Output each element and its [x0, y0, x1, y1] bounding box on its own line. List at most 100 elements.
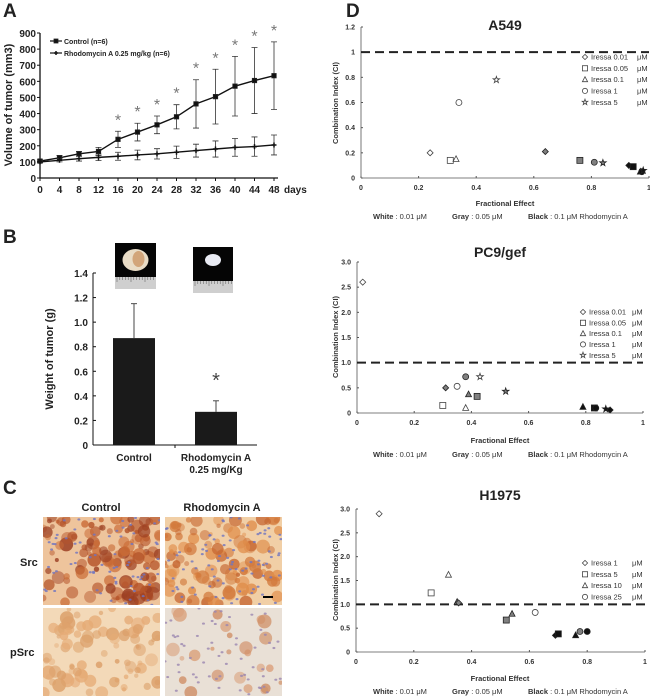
y-tick-label: 500: [19, 93, 36, 104]
stained-cell: [75, 566, 89, 580]
nucleus: [108, 570, 112, 573]
stained-cell: [195, 570, 210, 584]
footer-value: : 0.05 μM: [469, 212, 503, 221]
y-tick-label: 0: [82, 441, 88, 452]
y-tick-label: 3.0: [341, 260, 351, 267]
tissue-texture: [43, 608, 160, 696]
stained-cell: [92, 582, 104, 594]
stained-cell: [45, 567, 52, 575]
nucleus: [202, 661, 206, 664]
footer-value: : 0.01 μM: [393, 212, 427, 221]
stained-cell: [43, 687, 50, 696]
legend-marker-diamond: [581, 559, 589, 567]
nucleus: [99, 592, 103, 595]
y-tick-label: 400: [19, 110, 36, 121]
data-point: [193, 148, 199, 154]
stained-cell: [93, 566, 100, 572]
nucleus: [165, 621, 168, 624]
stained-cell: [92, 630, 102, 639]
nucleus: [279, 538, 282, 541]
y-tick-label: 1.4: [74, 269, 88, 280]
legend-label: Iressa 25: [591, 593, 622, 602]
stained-cell: [84, 674, 97, 687]
nucleus: [247, 693, 251, 696]
footer-key: White: [373, 212, 393, 221]
stained-cell: [113, 550, 124, 560]
stained-cell: [133, 582, 145, 595]
stained-cell: [265, 664, 274, 673]
data-point-diamond-black: [606, 406, 614, 414]
chart-title: H1975: [479, 487, 520, 503]
significance-asterisk: *: [212, 50, 218, 67]
nucleus: [156, 557, 160, 561]
legend-unit: μM: [632, 581, 643, 590]
significance-asterisk: *: [154, 97, 160, 114]
x-tick-label: 1: [643, 659, 647, 666]
stained-cell: [80, 634, 94, 648]
nucleus: [115, 565, 119, 569]
nucleus: [62, 519, 66, 522]
nucleus: [234, 568, 238, 571]
nucleus: [228, 539, 232, 542]
nucleus: [139, 578, 143, 581]
nucleus: [141, 594, 145, 598]
y-axis-label: Weight of tumor (g): [44, 308, 56, 410]
stained-cell: [165, 584, 176, 597]
data-point: [251, 77, 258, 84]
stained-cell: [72, 667, 82, 677]
legend-unit: μM: [637, 87, 648, 96]
x-axis-label: days: [284, 185, 307, 196]
y-tick-label: 3.0: [340, 507, 350, 514]
nucleus: [109, 599, 113, 602]
y-tick-label: 1.5: [341, 335, 351, 342]
nucleus: [243, 673, 247, 676]
stained-cell: [98, 517, 104, 523]
stained-cell: [145, 653, 158, 667]
stained-cell: [184, 542, 197, 556]
legend-label: Iressa 0.05: [589, 318, 626, 327]
x-tick-label: 0.8: [582, 659, 592, 666]
stained-cell: [256, 539, 271, 554]
stained-cell: [54, 643, 59, 648]
nucleus: [250, 591, 254, 595]
significance-asterisk: *: [173, 86, 179, 103]
x-tick-label: 16: [112, 185, 124, 196]
nucleus: [246, 678, 250, 681]
x-axis-label: Fractional Effect: [471, 436, 530, 445]
significance-asterisk: *: [134, 104, 140, 121]
nucleus: [173, 635, 177, 639]
stained-cell: [154, 679, 160, 686]
nucleus: [64, 537, 68, 540]
nucleus: [256, 563, 260, 566]
data-point: [232, 144, 238, 150]
nucleus: [274, 678, 278, 681]
stained-cell: [246, 583, 258, 595]
legend-marker-triangle: [581, 581, 589, 589]
stained-cell: [235, 572, 241, 577]
y-tick-label: 0: [346, 650, 350, 657]
nucleus: [208, 585, 212, 588]
stained-cell: [179, 578, 188, 586]
nucleus: [272, 646, 276, 650]
stained-cell: [265, 563, 272, 569]
nucleus: [114, 580, 118, 583]
legend-marker: [53, 38, 59, 44]
stained-cell: [226, 632, 233, 639]
data-point-triangle-white: [452, 154, 460, 162]
stained-cell: [184, 561, 190, 567]
nucleus: [169, 619, 173, 622]
x-tick-label: 1: [641, 420, 645, 427]
nucleus: [50, 548, 54, 551]
y-tick-label: 0: [351, 176, 355, 183]
nucleus: [204, 543, 208, 546]
data-point: [37, 159, 43, 165]
stained-cell: [137, 660, 143, 666]
nucleus: [178, 551, 182, 554]
nucleus: [113, 553, 117, 556]
footer-value: : 0.01 μM: [393, 450, 427, 459]
nucleus: [200, 553, 204, 556]
nucleus: [265, 691, 269, 694]
stained-cell: [51, 571, 65, 584]
data-point: [115, 136, 121, 142]
nucleus: [249, 560, 253, 564]
